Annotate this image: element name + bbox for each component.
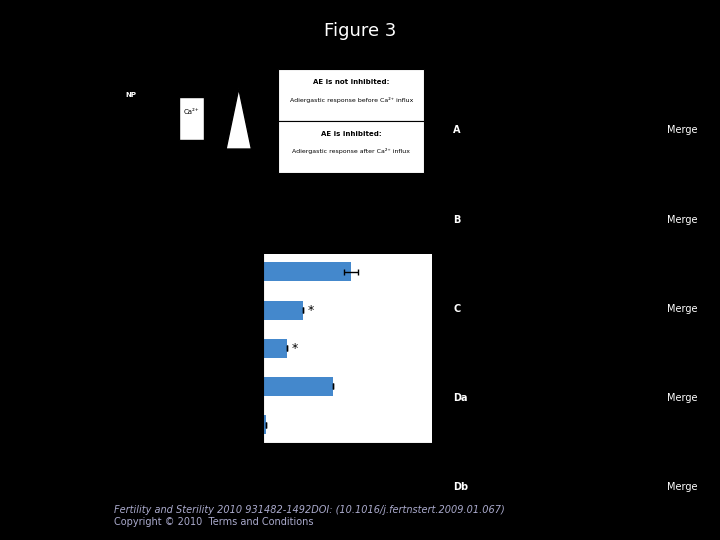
FancyBboxPatch shape <box>279 121 424 173</box>
Text: A: A <box>453 125 461 136</box>
Text: A: Control: A: Control <box>114 302 156 312</box>
Bar <box>263 415 266 434</box>
Text: Merge: Merge <box>667 393 697 403</box>
Text: Adiergastic response after Ca²⁺ influx: Adiergastic response after Ca²⁺ influx <box>292 148 410 154</box>
Text: Db: Db <box>453 482 468 492</box>
Text: Da: Da <box>453 393 467 403</box>
Text: macrocytosis are: macrocytosis are <box>171 158 212 163</box>
Text: C: C <box>453 303 460 314</box>
Polygon shape <box>226 89 251 149</box>
FancyBboxPatch shape <box>118 97 144 140</box>
Text: Initiates a cortical Ca²⁺: Initiates a cortical Ca²⁺ <box>103 145 159 150</box>
Text: Merge: Merge <box>667 214 697 225</box>
Text: AE is not inhibited:: AE is not inhibited: <box>313 79 390 85</box>
Text: Copyright © 2010  Terms and Conditions: Copyright © 2010 Terms and Conditions <box>114 517 313 528</box>
Bar <box>263 301 303 320</box>
Text: hv: hv <box>254 84 264 93</box>
Text: Fertility and Sterility 2010 931482-1492DOI: (10.1016/j.fertnstert.2009.01.067): Fertility and Sterility 2010 931482-1492… <box>114 505 505 515</box>
Text: A: A <box>114 30 125 43</box>
Text: Merge: Merge <box>667 125 697 136</box>
Text: is top inhibited: is top inhibited <box>220 171 257 176</box>
Text: NP: NP <box>125 92 137 98</box>
Text: AE is inhibited:: AE is inhibited: <box>321 131 382 137</box>
Bar <box>263 339 287 358</box>
FancyBboxPatch shape <box>279 69 424 121</box>
Text: C: C <box>482 30 490 43</box>
Text: accomplished: accomplished <box>174 171 208 176</box>
Bar <box>263 377 333 396</box>
Text: Intracortical Ca²⁺: Intracortical Ca²⁺ <box>217 158 260 163</box>
Text: B. Ca²⁺: B. Ca²⁺ <box>114 318 143 327</box>
Text: Merge: Merge <box>667 303 697 314</box>
Text: B: B <box>114 244 124 257</box>
Text: C: anti-Afaf+ Ca²⁺: C: anti-Afaf+ Ca²⁺ <box>114 333 189 342</box>
Text: Ca²⁺: Ca²⁺ <box>184 110 199 116</box>
Text: D: a. NP →anti-Afaf→ Ca²⁺   + hv: D: a. NP →anti-Afaf→ Ca²⁺ + hv <box>114 348 249 357</box>
Bar <box>263 262 351 281</box>
FancyBboxPatch shape <box>179 97 204 140</box>
Text: Partly obvious all: Partly obvious all <box>171 145 212 150</box>
Text: Figure 3: Figure 3 <box>324 22 396 39</box>
Text: Adiergastic response before Ca²⁺ influx: Adiergastic response before Ca²⁺ influx <box>289 97 413 103</box>
X-axis label: Acrosomal Exocytosis Index: Acrosomal Exocytosis Index <box>279 465 415 476</box>
Text: b. NP→Ca²⁺ →anti-Afaf    + hv: b. NP→Ca²⁺ →anti-Afaf + hv <box>114 363 251 372</box>
Text: B: B <box>453 214 460 225</box>
Text: *: * <box>291 342 297 355</box>
Text: shock wave: shock wave <box>117 158 145 163</box>
Text: Ab: Ab <box>233 75 244 84</box>
Text: Merge: Merge <box>667 482 697 492</box>
Text: *: * <box>307 303 314 316</box>
